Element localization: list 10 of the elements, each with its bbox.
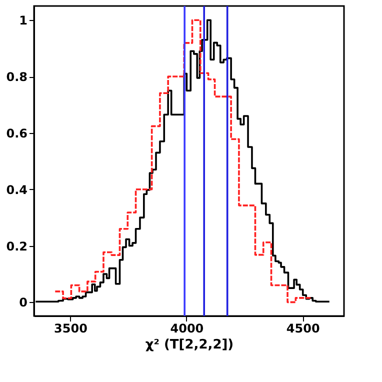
- x-tick-label: 3500: [54, 322, 88, 336]
- y-tick-label: 0: [19, 296, 28, 310]
- x-tick-label: 4500: [286, 322, 320, 336]
- y-tick-label: 0.6: [6, 126, 28, 140]
- x-tick-label: 4000: [170, 322, 204, 336]
- y-tick-label: 0.2: [6, 239, 28, 254]
- y-tick-label: 0.4: [6, 182, 28, 197]
- x-axis-title: χ² (T[2,2,2]): [145, 338, 234, 352]
- y-tick-label: 1: [19, 14, 28, 28]
- y-tick-label: 0.8: [6, 70, 28, 84]
